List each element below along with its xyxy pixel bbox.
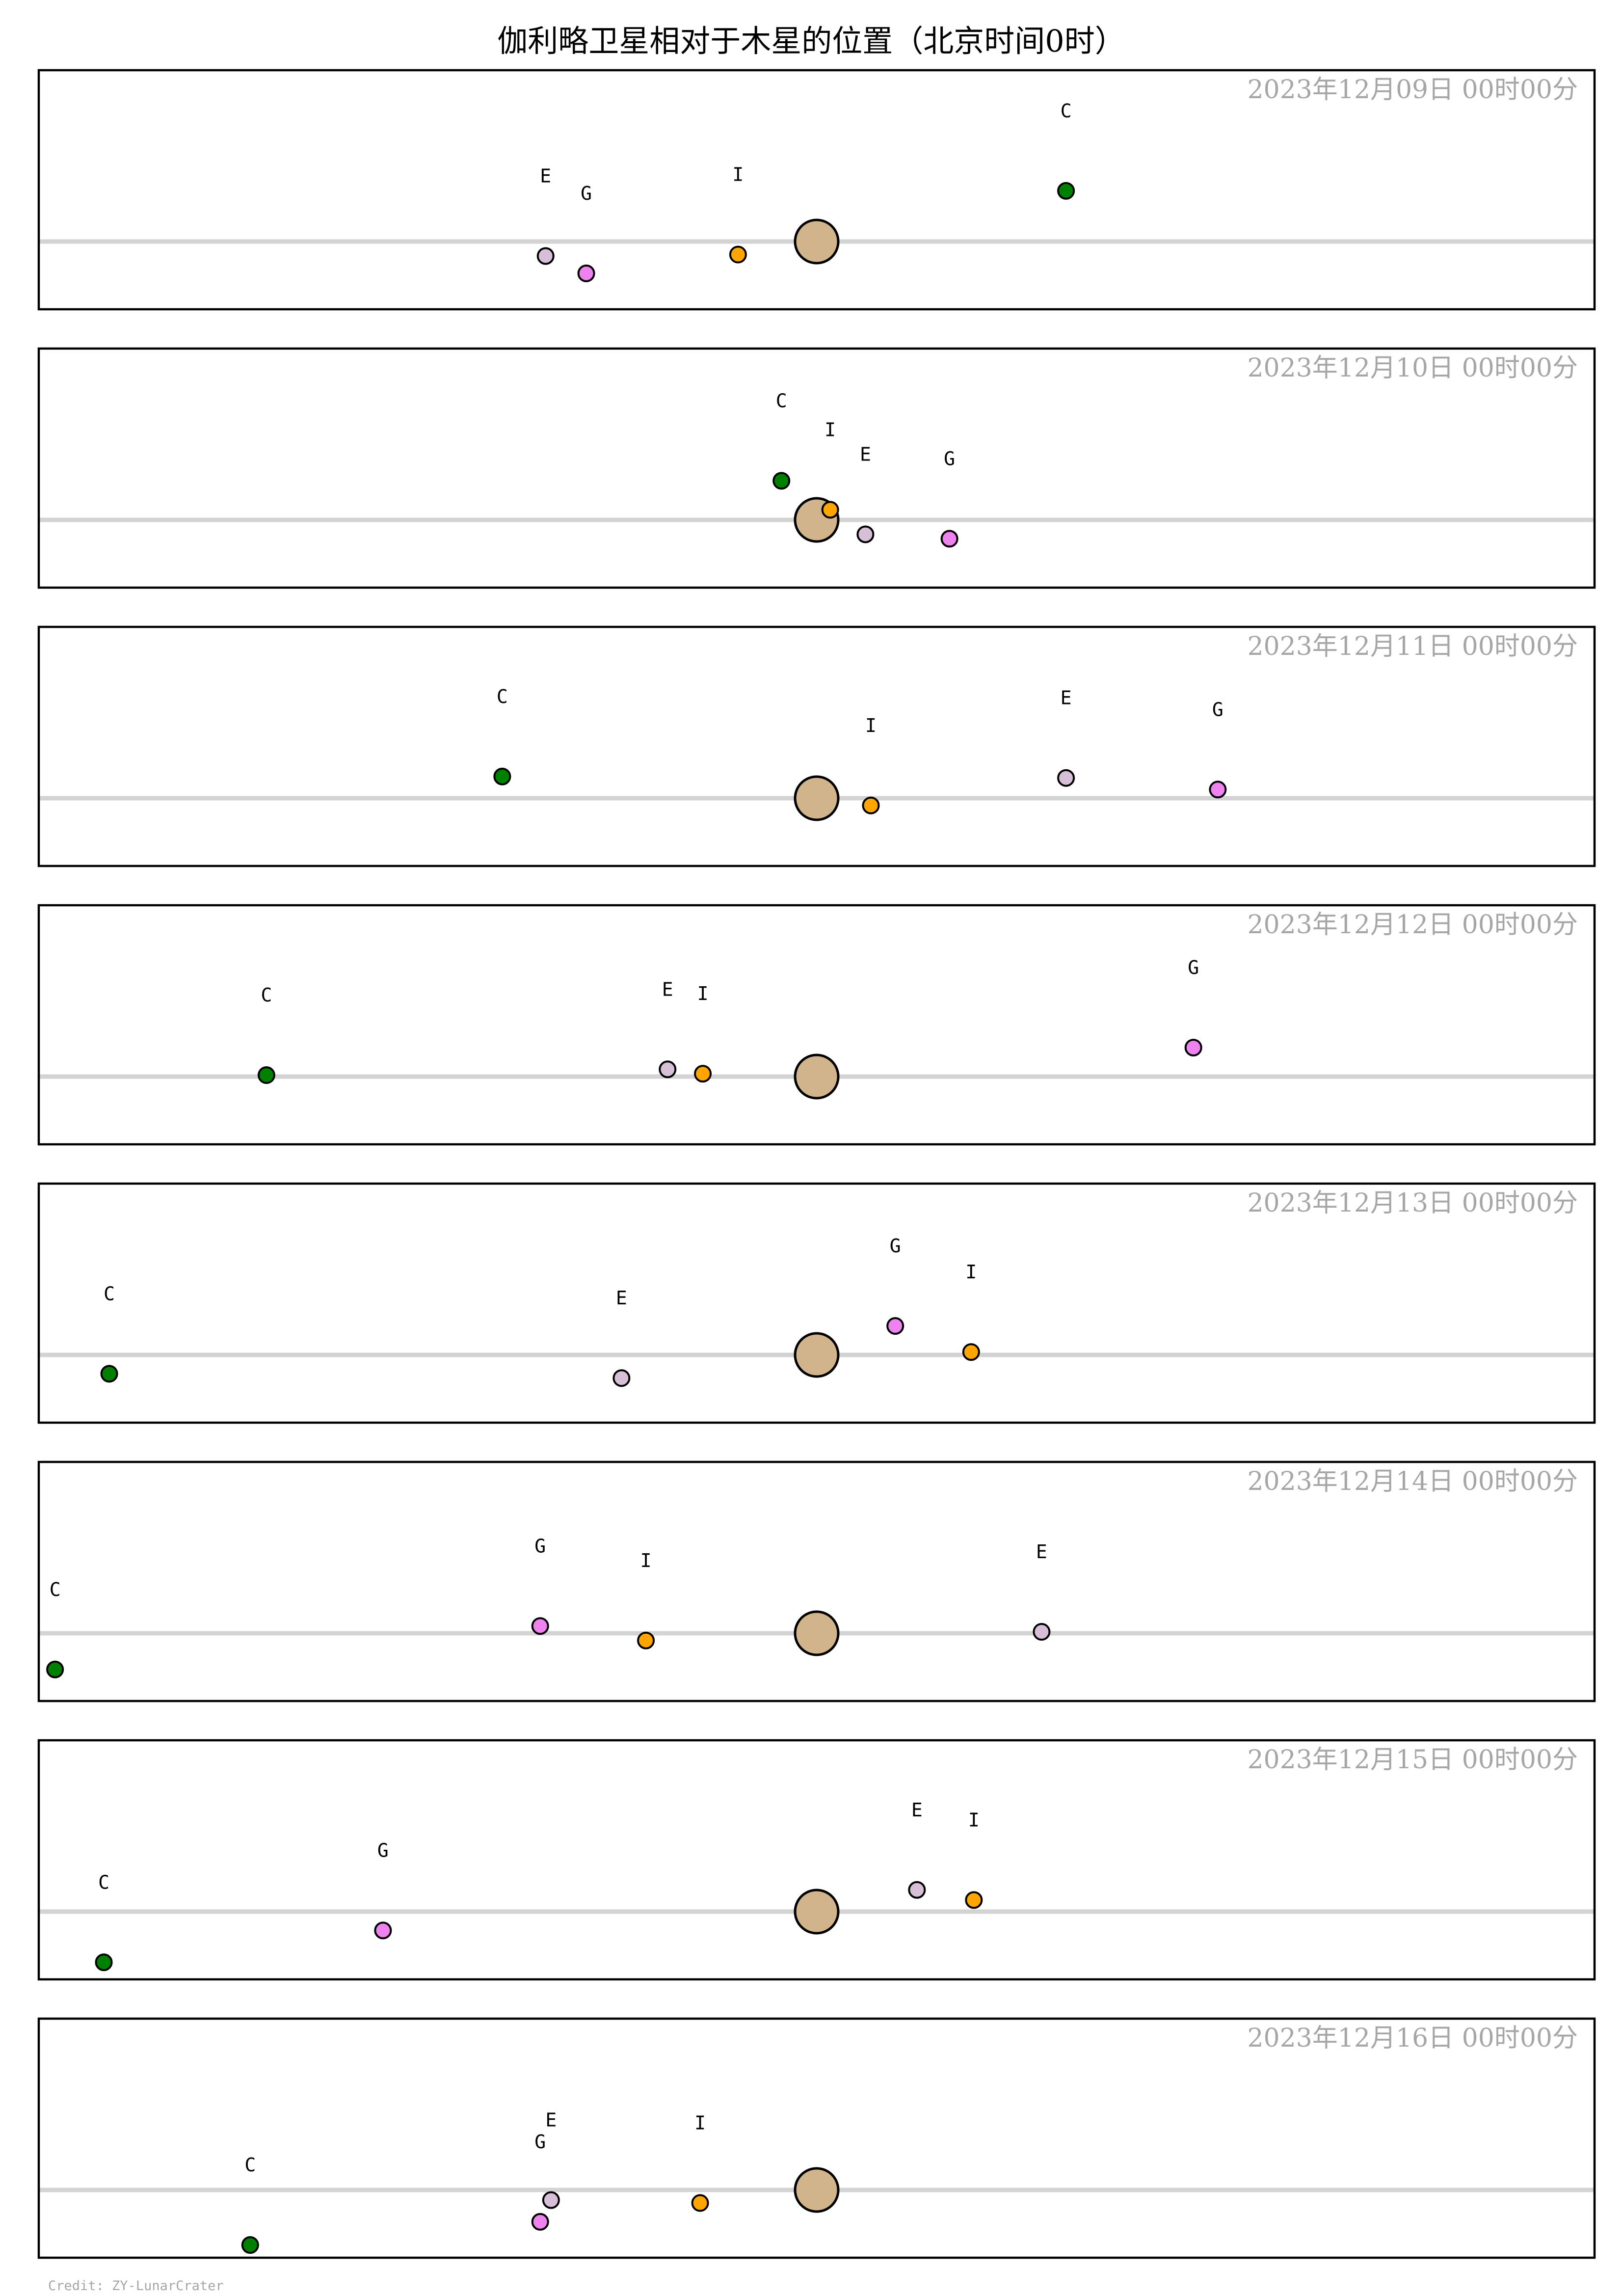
moon-label: E	[1061, 687, 1072, 709]
moon-label: G	[581, 183, 592, 204]
moon-point	[95, 1953, 113, 1972]
moon-label: C	[244, 2154, 256, 2176]
moon-label: C	[98, 1871, 109, 1893]
moon-point	[659, 1060, 677, 1079]
moon-point	[1184, 1039, 1202, 1056]
moon-label: E	[1036, 1541, 1047, 1563]
moon-point	[1033, 1623, 1051, 1641]
moon-point	[542, 2191, 560, 2209]
moon-label: C	[50, 1579, 61, 1600]
moon-point	[612, 1369, 631, 1387]
jupiter-point	[794, 1889, 840, 1935]
panel-date-label: 2023年12月10日 00时00分	[1247, 353, 1578, 383]
panel-frame	[37, 1460, 1596, 1702]
moon-label: E	[540, 165, 551, 187]
panel: 2023年12月15日 00时00分 C G E I	[37, 1739, 1596, 1981]
moon-point	[772, 472, 791, 490]
moon-point	[691, 2194, 709, 2212]
jupiter-point	[794, 1610, 840, 1656]
moon-point	[886, 1317, 905, 1335]
moon-label: G	[534, 1535, 546, 1557]
moon-point	[577, 264, 595, 282]
jupiter-point	[794, 1332, 840, 1378]
moon-label: C	[261, 984, 272, 1006]
panel-frame	[37, 69, 1596, 311]
figure-title: 伽利略卫星相对于木星的位置（北京时间0时）	[497, 23, 1125, 59]
jupiter-point	[794, 2167, 840, 2213]
moon-point	[257, 1066, 275, 1084]
moon-label: G	[944, 448, 955, 469]
moon-label: I	[865, 715, 877, 736]
credit-text: Credit: ZY-LunarCrater	[48, 2278, 224, 2294]
moon-point	[1057, 182, 1075, 200]
moon-point	[729, 245, 747, 264]
panel: 2023年12月13日 00时00分 C E G I	[37, 1182, 1596, 1424]
moon-point	[374, 1921, 392, 1940]
moon-label: E	[662, 978, 673, 1000]
moon-point	[856, 525, 875, 543]
panel-date-label: 2023年12月09日 00时00分	[1247, 75, 1578, 105]
moon-point	[965, 1891, 983, 1909]
moon-label: I	[968, 1809, 980, 1831]
moon-label: C	[1061, 100, 1072, 122]
moon-label: E	[616, 1287, 627, 1309]
moon-point	[962, 1343, 980, 1361]
moon-label: G	[890, 1235, 901, 1257]
panel: 2023年12月11日 00时00分 C I E G	[37, 625, 1596, 867]
moon-label: I	[694, 2112, 706, 2134]
moon-label: I	[825, 419, 836, 440]
panel-frame	[37, 347, 1596, 589]
moon-label: I	[965, 1261, 977, 1283]
panel: 2023年12月14日 00时00分 C G I E	[37, 1460, 1596, 1702]
panel-date-label: 2023年12月16日 00时00分	[1247, 2024, 1578, 2053]
moon-point	[536, 247, 555, 265]
panel-date-label: 2023年12月13日 00时00分	[1247, 1189, 1578, 1218]
panel: 2023年12月12日 00时00分 C E I G	[37, 904, 1596, 1146]
moon-point	[637, 1631, 655, 1649]
panel-frame	[37, 625, 1596, 867]
panel-frame	[37, 1182, 1596, 1424]
moon-label: C	[104, 1283, 115, 1304]
panel: 2023年12月16日 00时00分 C EG I	[37, 2017, 1596, 2259]
moon-label: G	[1212, 699, 1224, 720]
moon-point	[531, 1617, 549, 1635]
moon-point	[1209, 781, 1227, 799]
panel: 2023年12月10日 00时00分 C I E G	[37, 347, 1596, 589]
moon-point	[940, 530, 958, 548]
panel-frame	[37, 2017, 1596, 2259]
jupiter-point	[794, 218, 840, 265]
panel-date-label: 2023年12月11日 00时00分	[1247, 632, 1578, 661]
moon-label: I	[697, 983, 709, 1004]
moon-label: I	[640, 1550, 652, 1571]
moon-label: I	[732, 164, 744, 186]
panel-frame	[37, 1739, 1596, 1981]
panel: 2023年12月09日 00时00分 E G I C	[37, 69, 1596, 311]
moon-point	[862, 796, 880, 814]
panel-date-label: 2023年12月15日 00时00分	[1247, 1745, 1578, 1775]
moon-label: G	[1188, 957, 1199, 978]
moon-point	[100, 1365, 118, 1383]
moon-point	[241, 2236, 259, 2254]
moon-label: E	[911, 1799, 923, 1821]
moon-point	[531, 2213, 549, 2231]
panel-frame	[37, 904, 1596, 1146]
panel-date-label: 2023年12月12日 00时00分	[1247, 910, 1578, 940]
moon-point	[908, 1881, 926, 1899]
moon-label: C	[497, 686, 508, 707]
moon-point	[694, 1065, 712, 1083]
moon-point	[493, 767, 511, 785]
moon-point	[821, 501, 839, 519]
moon-label: G	[377, 1839, 389, 1861]
moon-point	[1057, 769, 1075, 787]
panel-date-label: 2023年12月14日 00时00分	[1247, 1467, 1578, 1496]
moon-label: E	[860, 444, 871, 465]
moon-label: C	[776, 390, 787, 411]
jupiter-point	[794, 1053, 840, 1100]
moon-label: G	[534, 2131, 546, 2153]
jupiter-point	[794, 775, 840, 821]
moon-label: E	[545, 2109, 557, 2131]
moon-point	[46, 1660, 64, 1678]
